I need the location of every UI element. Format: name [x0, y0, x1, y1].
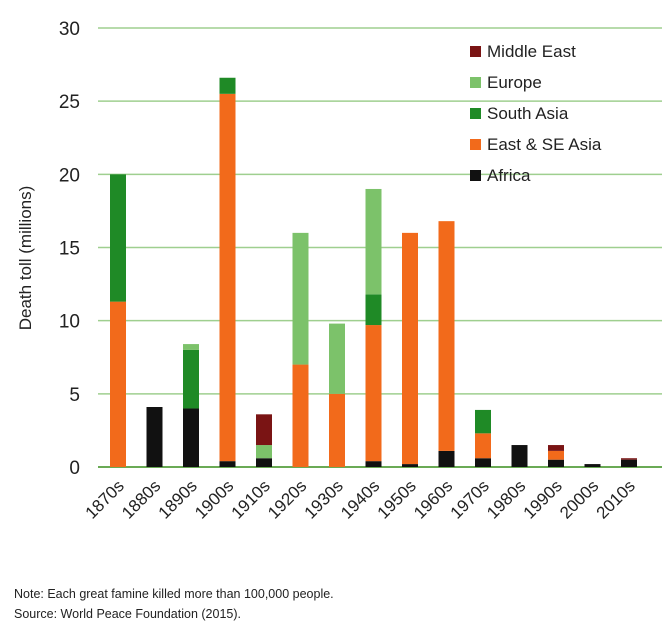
legend-swatch — [470, 108, 481, 119]
legend-swatch — [470, 46, 481, 57]
legend-label: Europe — [487, 73, 542, 92]
legend-label: Africa — [487, 166, 531, 185]
bar-segment-africa-1880s — [146, 407, 163, 467]
x-tick-label: 1970s — [447, 476, 493, 522]
bar-segment-africa-2010s — [621, 459, 637, 467]
bar-segment-africa-1910s — [256, 458, 272, 467]
y-tick-label: 10 — [59, 312, 80, 333]
bar-segment-europe-1920s — [292, 232, 309, 365]
chart-source: Source: World Peace Foundation (2015). — [14, 607, 241, 621]
bar-segment-middle-east-1910s — [256, 414, 272, 446]
bar-segment-africa-2000s — [584, 464, 601, 467]
bar-segment-middle-east-1990s — [548, 445, 564, 451]
legend-label: South Asia — [487, 104, 569, 123]
x-tick-label: 1920s — [264, 476, 310, 522]
bar-segment-east-se-asia-1900s — [219, 93, 236, 462]
x-tick-label: 1990s — [520, 476, 566, 522]
bar-segment-middle-east-2010s — [621, 458, 637, 460]
bar-segment-east-se-asia-1930s — [329, 393, 345, 467]
y-tick-label: 0 — [69, 458, 80, 479]
bar-segment-south-asia-1890s — [183, 349, 199, 409]
bar-segment-africa-1960s — [438, 450, 455, 467]
bar-segment-east-se-asia-1960s — [438, 221, 455, 451]
x-tick-label: 1940s — [337, 476, 383, 522]
y-tick-label: 30 — [59, 19, 80, 40]
legend-label: Middle East — [487, 42, 576, 61]
bar-segment-east-se-asia-1870s — [110, 301, 126, 467]
bar-segment-africa-1890s — [183, 408, 199, 467]
legend-swatch — [470, 170, 481, 181]
x-tick-label: 1910s — [228, 476, 274, 522]
y-tick-label: 15 — [59, 239, 80, 260]
bar-segment-africa-1940s — [365, 461, 382, 467]
x-tick-label: 2010s — [593, 476, 639, 522]
x-tick-label: 1890s — [155, 476, 201, 522]
bar-segment-east-se-asia-1940s — [365, 325, 382, 462]
bar-segment-south-asia-1900s — [219, 77, 236, 94]
x-tick-label: 2000s — [556, 476, 602, 522]
bar-segment-east-se-asia-1920s — [292, 364, 309, 467]
x-tick-label: 1950s — [374, 476, 420, 522]
bar-segment-europe-1890s — [183, 344, 199, 350]
x-tick-label: 1930s — [301, 476, 347, 522]
y-axis-label: Death toll (millions) — [16, 186, 35, 331]
x-tick-label: 1980s — [483, 476, 529, 522]
y-tick-label: 20 — [59, 165, 80, 186]
bar-segment-east-se-asia-1990s — [548, 450, 564, 460]
y-tick-label: 25 — [59, 92, 80, 113]
bar-segment-europe-1930s — [329, 323, 345, 394]
bar-segment-africa-1990s — [548, 459, 564, 467]
bar-segment-east-se-asia-1970s — [475, 433, 491, 459]
bar-segment-africa-1900s — [219, 461, 236, 467]
bar-segment-europe-1940s — [365, 188, 382, 295]
bar-segment-africa-1970s — [475, 458, 491, 467]
x-tick-label: 1960s — [410, 476, 456, 522]
x-tick-label: 1880s — [118, 476, 164, 522]
bar-segment-east-se-asia-1950s — [402, 232, 418, 465]
bar-segment-africa-1980s — [511, 445, 528, 467]
bar-segment-south-asia-1870s — [110, 174, 126, 302]
x-tick-label: 1870s — [82, 476, 128, 522]
y-tick-label: 5 — [69, 385, 80, 406]
x-tick-label: 1900s — [191, 476, 237, 522]
bar-segment-south-asia-1970s — [475, 409, 491, 434]
chart-note: Note: Each great famine killed more than… — [14, 587, 334, 601]
legend-swatch — [470, 139, 481, 150]
bar-segment-europe-1910s — [256, 445, 272, 459]
legend-swatch — [470, 77, 481, 88]
bar-segment-africa-1950s — [402, 464, 418, 467]
legend-label: East & SE Asia — [487, 135, 602, 154]
bar-segment-south-asia-1940s — [365, 294, 382, 326]
